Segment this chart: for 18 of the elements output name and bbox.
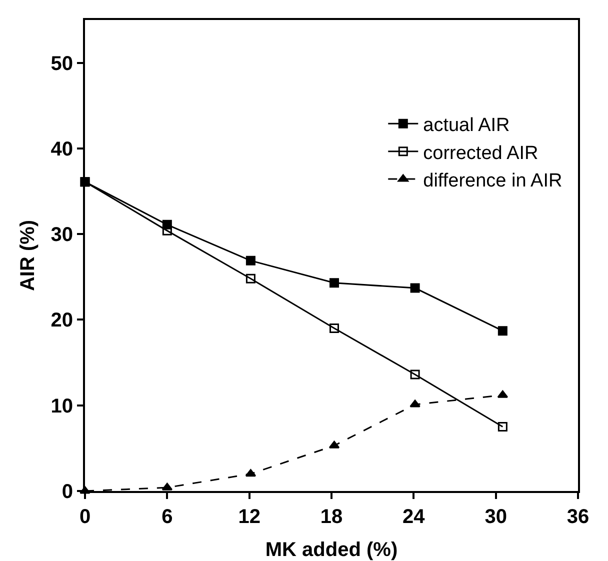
x-tick-label: 24 xyxy=(402,506,426,528)
x-tick-label: 18 xyxy=(320,506,343,528)
legend-label: difference in AIR xyxy=(423,170,562,192)
x-tick-label: 12 xyxy=(238,506,260,528)
x-tick-label: 6 xyxy=(162,506,173,528)
y-tick-label: 40 xyxy=(50,138,73,160)
y-tick-label: 30 xyxy=(50,224,73,246)
x-tick-label: 30 xyxy=(484,506,507,528)
x-tick-label: 36 xyxy=(566,506,590,528)
y-tick-label: 0 xyxy=(62,481,73,503)
legend-label: actual AIR xyxy=(423,115,510,136)
y-tick-label: 20 xyxy=(50,310,73,332)
y-tick-label: 50 xyxy=(50,52,73,75)
legend-label: corrected AIR xyxy=(423,142,538,164)
x-tick-label: 0 xyxy=(79,506,91,528)
x-axis-title: MK added (%) xyxy=(265,539,398,561)
y-tick-label: 10 xyxy=(50,395,73,418)
y-axis-title: AIR (%) xyxy=(17,220,39,292)
